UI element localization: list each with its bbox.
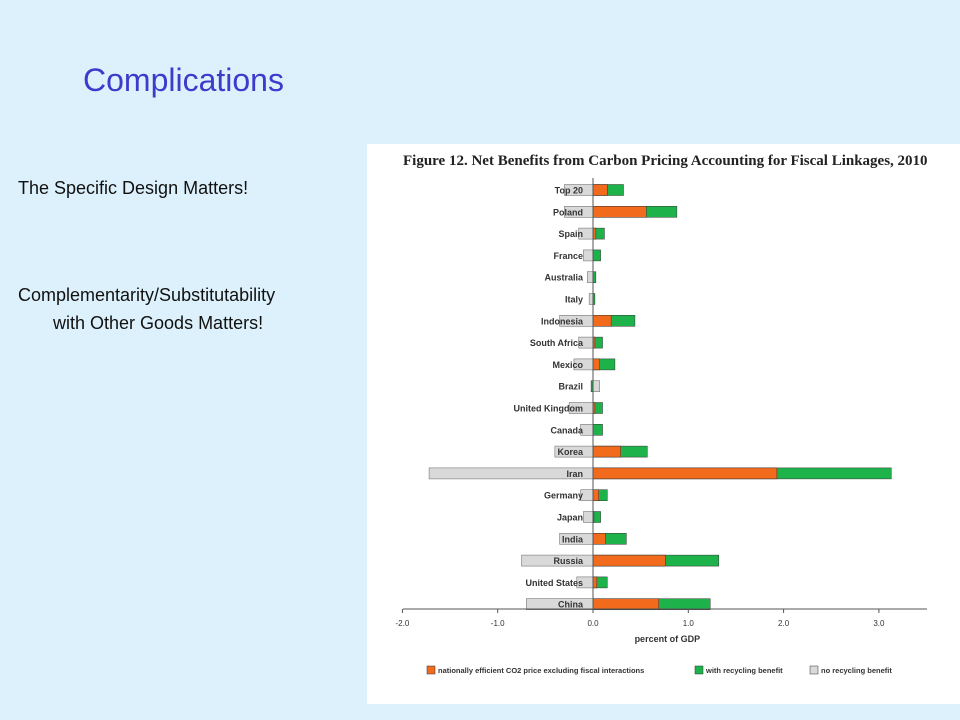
bar-no-recycling-japan	[583, 511, 594, 523]
bar-efficient-india	[592, 533, 606, 545]
x-tick-label: -1.0	[491, 619, 505, 628]
x-tick-label: 3.0	[873, 619, 885, 628]
bar-efficient-iran	[592, 467, 778, 480]
category-label-china: China	[558, 600, 584, 610]
bar-efficient-russia	[592, 554, 666, 567]
figure-panel: Figure 12. Net Benefits from Carbon Pric…	[367, 144, 960, 704]
legend-swatch	[694, 665, 704, 675]
category-label-top-20: Top 20	[555, 186, 583, 196]
bullet-complementarity-line1: Complementarity/Substitutability	[18, 285, 276, 305]
bar-recycling-canada	[592, 424, 603, 436]
bar-recycling-france	[592, 249, 601, 262]
bar-efficient-korea	[592, 445, 621, 458]
bar-efficient-poland	[592, 206, 647, 218]
slide-title: Complications	[83, 62, 284, 98]
bar-no-recycling-italy	[588, 293, 594, 305]
bar-efficient-indonesia	[592, 315, 612, 327]
category-label-india: India	[562, 534, 584, 544]
bullet-complementarity-line2: with Other Goods Matters!	[53, 313, 264, 333]
category-label-australia: Australia	[544, 273, 584, 283]
category-label-italy: Italy	[565, 295, 583, 305]
legend-swatch	[426, 665, 436, 675]
legend-label: with recycling benefit	[705, 666, 783, 675]
bar-no-recycling-australia	[586, 271, 594, 283]
x-tick-label: 1.0	[683, 619, 695, 628]
chart-title: Figure 12. Net Benefits from Carbon Pric…	[403, 153, 928, 169]
category-label-japan: Japan	[557, 513, 583, 523]
bar-no-recycling-brazil	[592, 380, 600, 392]
category-label-south-africa: South Africa	[530, 338, 584, 348]
category-label-mexico: Mexico	[552, 360, 583, 370]
bar-chart: Top 20 Poland Spain France Australia Italy Ind…	[396, 178, 927, 675]
category-label-poland: Poland	[553, 207, 583, 217]
bar-efficient-china	[592, 598, 660, 610]
bar-efficient-united-states	[592, 576, 598, 589]
x-tick-label: 2.0	[778, 619, 790, 628]
bullet-design: The Specific Design Matters!	[18, 178, 249, 198]
bar-efficient-germany	[592, 489, 599, 501]
bar-efficient-mexico	[592, 358, 600, 371]
legend-label: no recycling benefit	[821, 666, 892, 675]
category-label-brazil: Brazil	[558, 382, 583, 392]
category-label-france: France	[553, 251, 583, 261]
category-label-canada: Canada	[550, 425, 584, 435]
bar-efficient-top-20	[592, 184, 608, 196]
category-label-indonesia: Indonesia	[541, 316, 584, 326]
category-label-united-states: United States	[525, 578, 583, 588]
legend-label: nationally efficient CO2 price excluding…	[438, 666, 644, 675]
bullet-complementarity: Complementarity/Substitutability with Ot…	[18, 281, 275, 337]
category-label-iran: Iran	[566, 469, 583, 479]
category-label-united-kingdom: United Kingdom	[514, 404, 584, 414]
bar-no-recycling-france	[583, 249, 594, 262]
category-label-germany: Germany	[544, 491, 583, 501]
x-tick-label: -2.0	[396, 619, 410, 628]
x-axis-label: percent of GDP	[635, 634, 701, 644]
x-tick-label: 0.0	[587, 619, 599, 628]
category-label-russia: Russia	[553, 556, 584, 566]
category-label-spain: Spain	[558, 229, 583, 239]
legend-swatch	[809, 665, 819, 675]
category-label-korea: Korea	[557, 447, 584, 457]
